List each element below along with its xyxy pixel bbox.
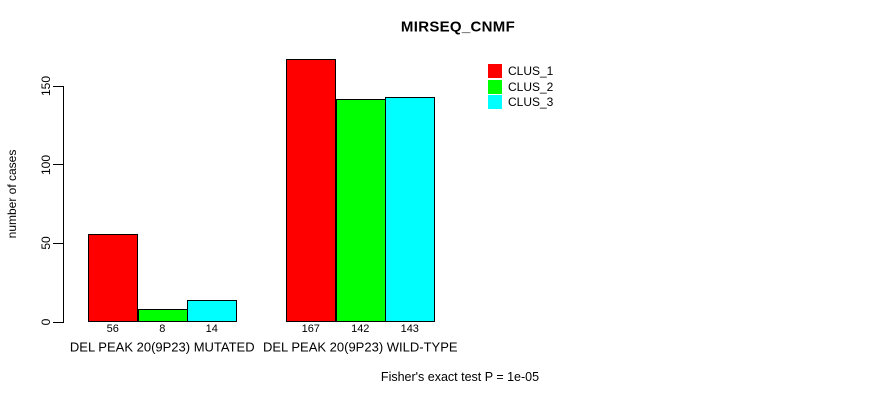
y-axis-line [63, 86, 64, 323]
bar-value-label: 14 [205, 323, 218, 335]
bar [187, 299, 237, 322]
bar [137, 309, 188, 322]
legend-label: CLUS_2 [508, 79, 554, 94]
legend-row: CLUS_1 [488, 64, 553, 78]
legend-label: CLUS_1 [508, 64, 554, 78]
y-tick-label: 0 [39, 318, 53, 326]
y-tick-mark [53, 85, 63, 87]
legend-swatch [488, 95, 502, 109]
bar-value-label: 167 [301, 323, 320, 335]
legend-row: CLUS_3 [488, 95, 553, 109]
group-label: DEL PEAK 20(9P23) MUTATED [69, 339, 255, 355]
y-tick-label: 50 [39, 236, 53, 251]
legend-label: CLUS_3 [508, 95, 554, 109]
legend-row: CLUS_2 [488, 79, 554, 94]
bar [286, 59, 336, 322]
bar-value-label: 8 [159, 323, 166, 335]
bar-value-label: 56 [106, 323, 119, 335]
legend: CLUS_1 CLUS_2 CLUS_3 [488, 64, 553, 111]
y-tick-label: 150 [39, 75, 53, 97]
y-tick-mark [53, 242, 63, 244]
annotation-text: Fisher's exact test P = 1e-05 [380, 370, 540, 384]
y-tick-label: 100 [39, 154, 53, 175]
bar-value-label: 142 [351, 323, 370, 335]
bar-value-label: 143 [400, 323, 419, 335]
bar [335, 98, 386, 322]
group-label: DEL PEAK 20(9P23) WILD-TYPE [262, 339, 458, 355]
legend-swatch [488, 64, 502, 78]
bar [385, 97, 435, 322]
bar [88, 233, 138, 322]
legend-swatch [488, 79, 502, 94]
y-tick-mark [53, 321, 63, 323]
y-axis-label: number of cases [5, 149, 19, 239]
chart-title: MIRSEQ_CNMF [400, 18, 516, 36]
y-tick-mark [53, 164, 63, 166]
